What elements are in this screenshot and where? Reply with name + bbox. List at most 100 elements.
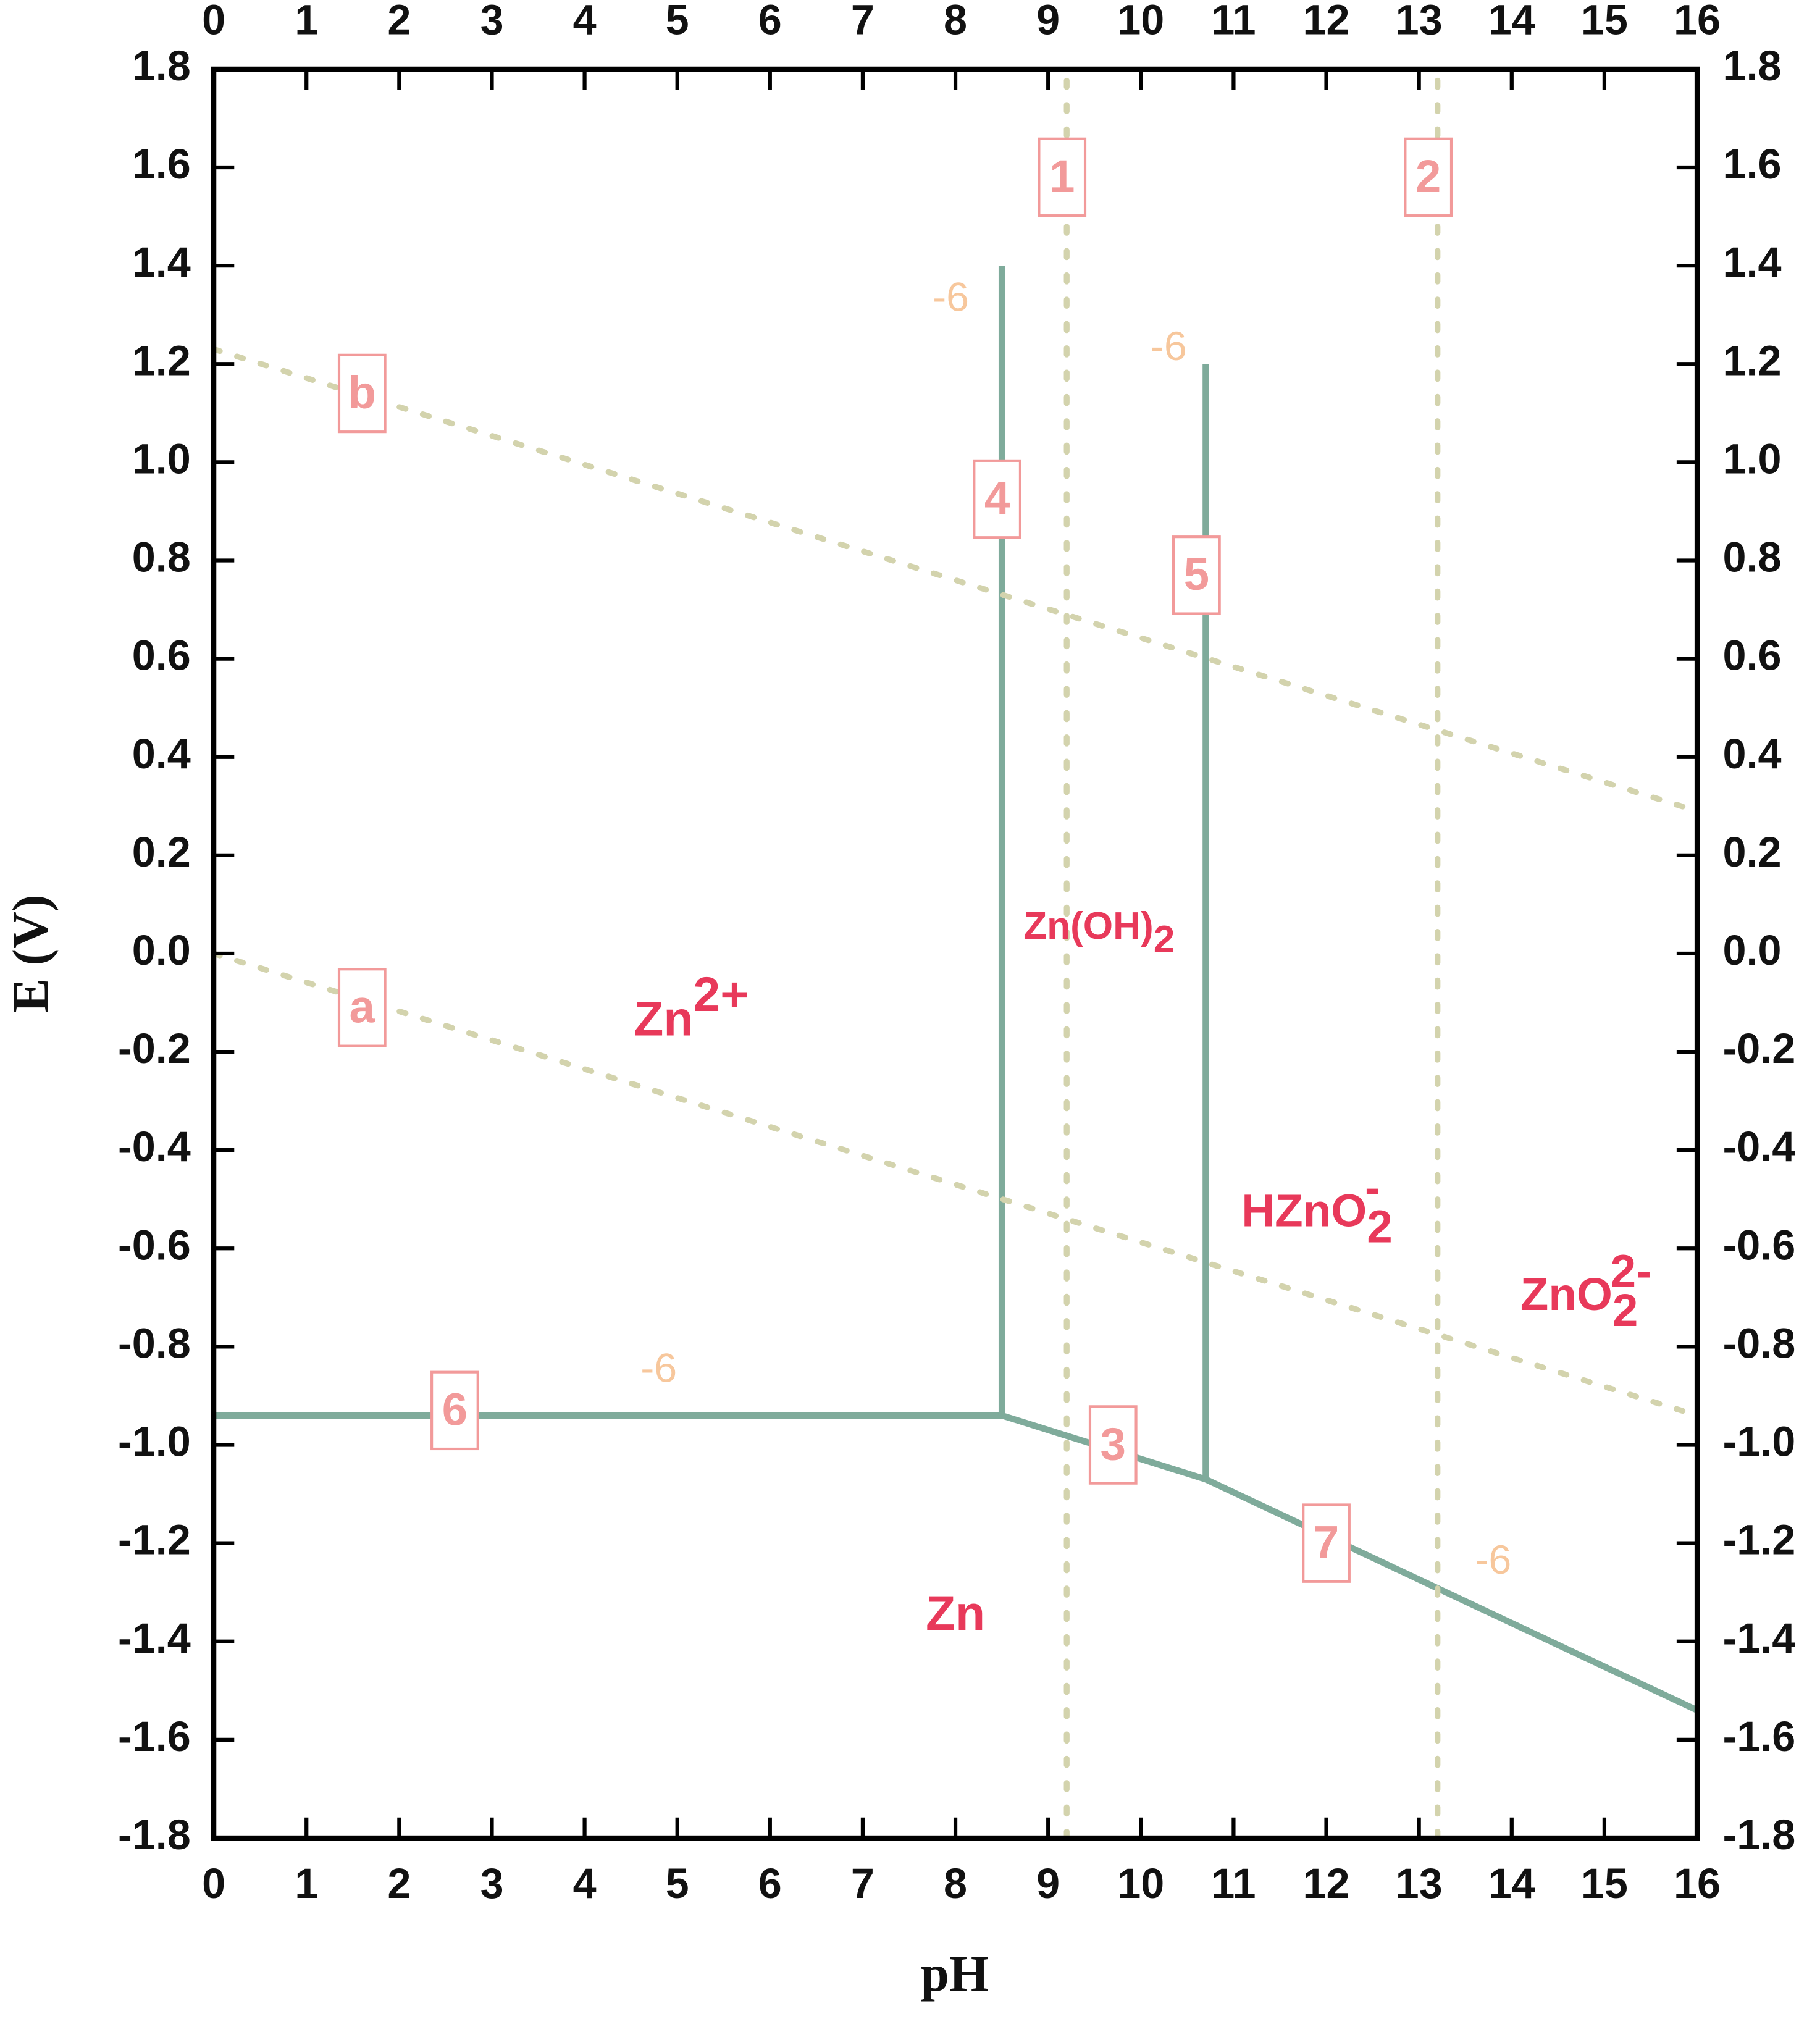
y-tick-label-right: 0.4 [1722,731,1781,778]
x-tick-label: 14 [1488,1860,1535,1907]
label-box [1404,137,1453,217]
y-tick-label: -1.0 [118,1419,191,1466]
x-tick-label: 12 [1303,1860,1350,1907]
region-label: Zn2+ [634,967,749,1046]
concentration-label: -6 [640,1346,677,1391]
region-text: ZnO [1520,1268,1612,1320]
x-tick-label: 2 [387,1860,411,1907]
line-label: 4 [984,472,1010,524]
y-tick-label-right: 1.0 [1722,435,1781,482]
y-tick-label: 0.4 [132,731,191,778]
x-tick-label-top: 8 [944,0,967,43]
region-sup: 2- [1611,1245,1651,1296]
line-label: b [348,366,377,418]
y-tick-label-right: 0.2 [1722,829,1781,876]
region-sup: - [1365,1161,1380,1213]
y-tick-label: 0.0 [132,927,191,974]
y-tick-label-right: 1.8 [1722,43,1781,90]
x-tick-label: 1 [295,1860,318,1907]
y-tick-label-right: -1.4 [1722,1615,1795,1662]
y-tick-label: 1.6 [132,141,191,188]
label-box [430,1370,479,1451]
x-tick-label-top: 2 [387,0,411,43]
y-tick-label: 1.8 [132,43,191,90]
label-box [1172,535,1221,615]
y-tick-label: 1.4 [132,239,191,286]
x-tick-label-top: 4 [573,0,597,43]
line-label: 6 [442,1383,468,1435]
y-tick-label-right: 0.8 [1722,534,1781,581]
x-axis-title: pH [921,1945,989,2002]
label-box [1088,1405,1138,1485]
x-tick-label: 5 [666,1860,689,1907]
x-tick-label: 6 [758,1860,782,1907]
series-line [1204,1476,1699,1713]
y-tick-label: 1.2 [132,337,191,384]
x-tick-label: 4 [573,1860,597,1907]
label-box [973,459,1021,539]
line-label: 2 [1415,150,1441,202]
region-label: Zn [926,1586,985,1640]
line-label: 1 [1049,150,1075,202]
line-label: a [350,980,375,1032]
y-tick-label: -0.2 [118,1025,191,1072]
series-line [211,951,1700,1419]
region-text: Zn(OH) [1023,905,1154,948]
x-tick-label-top: 1 [295,0,318,43]
concentration-label: -6 [933,274,969,320]
y-tick-label: -1.6 [118,1713,191,1760]
y-tick-label: -0.4 [118,1123,191,1170]
y-tick-label: 0.6 [132,632,191,679]
x-tick-label: 10 [1117,1860,1164,1907]
y-tick-label: -1.4 [118,1615,191,1662]
x-tick-label-top: 16 [1674,0,1721,43]
y-tick-label-right: 1.4 [1722,239,1781,286]
x-tick-label: 16 [1674,1860,1721,1907]
x-tick-label-top: 5 [666,0,689,43]
region-label: Zn(OH)2 [1023,905,1175,962]
y-tick-label-right: -1.2 [1722,1517,1795,1564]
x-tick-label: 7 [851,1860,874,1907]
region-text: HZnO [1241,1184,1367,1236]
line-label: 7 [1314,1516,1340,1568]
region-sub: 2 [1367,1200,1393,1252]
y-tick-label: -1.8 [118,1811,191,1858]
y-tick-label-right: -0.6 [1722,1222,1795,1269]
y-tick-label-right: -0.4 [1722,1123,1795,1170]
region-text: Zn [634,991,693,1046]
x-tick-label: 0 [202,1860,225,1907]
y-tick-label-right: 0.6 [1722,632,1781,679]
region-sup: 2+ [693,967,749,1022]
y-tick-label-right: -1.6 [1722,1713,1795,1760]
y-tick-label: -1.2 [118,1517,191,1564]
x-tick-label-top: 9 [1036,0,1060,43]
line-label: 5 [1184,548,1209,600]
y-tick-label-right: -0.8 [1722,1320,1795,1367]
y-tick-label-right: -1.8 [1722,1811,1795,1858]
x-tick-label-top: 0 [202,0,225,43]
region-label: HZnO2- [1241,1161,1393,1252]
x-tick-label-top: 7 [851,0,874,43]
y-tick-label: 0.8 [132,534,191,581]
y-tick-label: 0.2 [132,829,191,876]
region-sub: 2 [1154,918,1175,961]
y-tick-label-right: -1.0 [1722,1419,1795,1466]
region-label: ZnO22- [1520,1245,1651,1335]
concentration-label: -6 [1151,324,1187,369]
line-label: 3 [1101,1417,1126,1469]
x-tick-label-top: 6 [758,0,782,43]
x-tick-label-top: 14 [1488,0,1535,43]
x-tick-label-top: 11 [1211,0,1256,43]
x-tick-label-top: 13 [1396,0,1443,43]
x-tick-label: 13 [1396,1860,1443,1907]
y-tick-label-right: 1.2 [1722,337,1781,384]
x-tick-label-top: 12 [1303,0,1350,43]
y-tick-label-right: 0.0 [1722,927,1781,974]
region-sub: 2 [1612,1284,1638,1336]
label-box [1302,1503,1351,1583]
x-tick-label-top: 15 [1581,0,1628,43]
y-tick-label: -0.6 [118,1222,191,1269]
label-box [1038,137,1087,217]
label-box [337,968,387,1047]
x-tick-label: 8 [944,1860,967,1907]
